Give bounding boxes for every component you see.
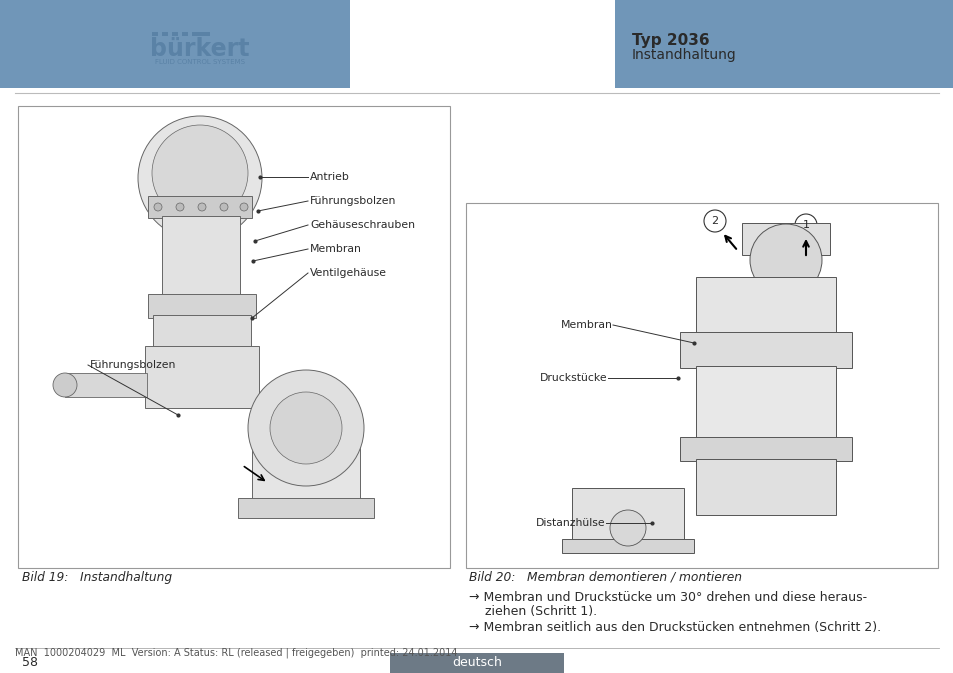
Bar <box>18 106 450 568</box>
Text: Führungsbolzen: Führungsbolzen <box>90 360 176 370</box>
Bar <box>0 0 350 88</box>
Bar <box>152 315 251 348</box>
Circle shape <box>198 203 206 211</box>
Bar <box>679 332 851 368</box>
Bar <box>465 203 937 568</box>
Bar <box>679 437 851 461</box>
Circle shape <box>138 116 262 240</box>
Bar <box>696 459 835 515</box>
Text: 58: 58 <box>22 656 38 670</box>
Circle shape <box>220 203 228 211</box>
Bar <box>65 373 147 397</box>
Text: → Membran und Druckstücke um 30° drehen und diese heraus-: → Membran und Druckstücke um 30° drehen … <box>469 591 866 604</box>
Text: → Membran seitlich aus den Druckstücken entnehmen (Schritt 2).: → Membran seitlich aus den Druckstücken … <box>469 621 881 634</box>
Text: 1: 1 <box>801 220 809 230</box>
Circle shape <box>175 203 184 211</box>
Bar <box>162 32 168 36</box>
Circle shape <box>248 370 364 486</box>
Bar <box>572 488 683 543</box>
Text: deutsch: deutsch <box>452 656 501 670</box>
Text: Gehäuseschrauben: Gehäuseschrauben <box>310 220 415 230</box>
Bar <box>615 0 953 88</box>
Bar <box>145 346 258 408</box>
Text: Bild 20:   Membran demontieren / montieren: Bild 20: Membran demontieren / montieren <box>469 571 741 583</box>
Text: MAN  1000204029  ML  Version: A Status: RL (released | freigegeben)  printed: 24: MAN 1000204029 ML Version: A Status: RL … <box>15 647 457 658</box>
Text: 2: 2 <box>711 216 718 226</box>
Bar <box>162 216 240 298</box>
Text: Führungsbolzen: Führungsbolzen <box>310 196 395 206</box>
Text: bürkert: bürkert <box>150 37 250 61</box>
Bar <box>741 223 829 255</box>
Circle shape <box>703 210 725 232</box>
Circle shape <box>152 125 248 221</box>
Circle shape <box>240 203 248 211</box>
Text: Ventilgehäuse: Ventilgehäuse <box>310 268 387 278</box>
Circle shape <box>270 392 341 464</box>
Bar <box>696 366 835 441</box>
Bar <box>172 32 178 36</box>
Text: Membran: Membran <box>560 320 613 330</box>
Bar <box>148 196 252 218</box>
Circle shape <box>749 224 821 296</box>
Text: Typ 2036: Typ 2036 <box>631 32 709 48</box>
Text: FLUID CONTROL SYSTEMS: FLUID CONTROL SYSTEMS <box>154 59 245 65</box>
Bar <box>252 423 359 501</box>
Circle shape <box>794 214 816 236</box>
Bar <box>152 32 158 36</box>
Text: Membran: Membran <box>310 244 361 254</box>
Text: Druckstücke: Druckstücke <box>539 373 607 383</box>
Bar <box>390 653 563 673</box>
Bar <box>148 294 255 318</box>
Circle shape <box>53 373 77 397</box>
Circle shape <box>609 510 645 546</box>
Text: Distanzhülse: Distanzhülse <box>536 518 605 528</box>
Bar <box>237 498 374 518</box>
Text: ziehen (Schritt 1).: ziehen (Schritt 1). <box>469 605 597 618</box>
Text: Bild 19:   Instandhaltung: Bild 19: Instandhaltung <box>22 571 172 583</box>
Bar <box>696 277 835 335</box>
Text: Antrieb: Antrieb <box>310 172 350 182</box>
Text: Instandhaltung: Instandhaltung <box>631 48 736 62</box>
Bar <box>182 32 188 36</box>
Bar <box>192 32 210 36</box>
Circle shape <box>153 203 162 211</box>
Bar <box>561 539 693 553</box>
